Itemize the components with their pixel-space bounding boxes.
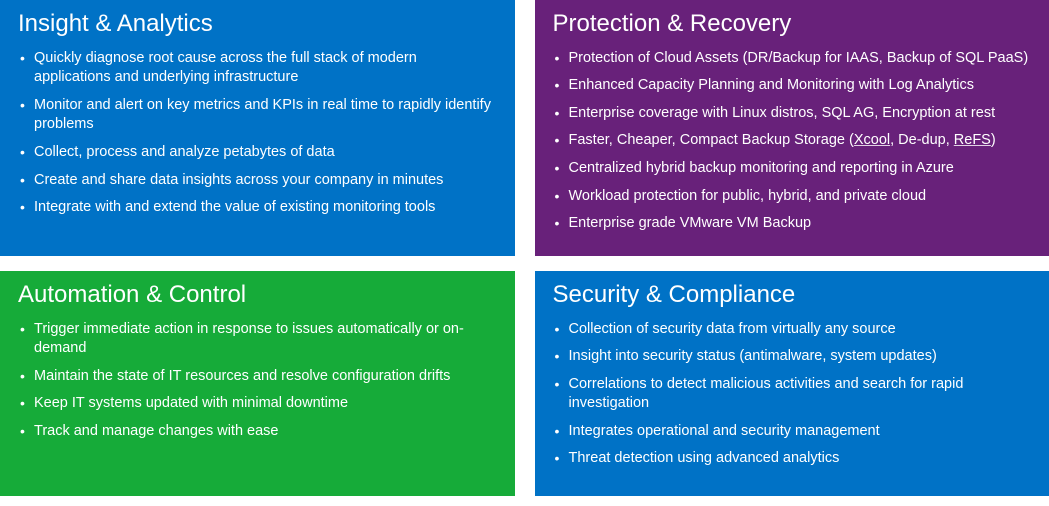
- list-item: Enhanced Capacity Planning and Monitorin…: [553, 76, 1032, 96]
- list-item: Maintain the state of IT resources and r…: [18, 367, 497, 387]
- list-item: Workload protection for public, hybrid, …: [553, 187, 1032, 207]
- list-item: Monitor and alert on key metrics and KPI…: [18, 96, 497, 135]
- list-item: Insight into security status (antimalwar…: [553, 347, 1032, 367]
- list-item: Threat detection using advanced analytic…: [553, 449, 1032, 469]
- card-title: Automation & Control: [18, 281, 497, 310]
- list-item: Enterprise coverage with Linux distros, …: [553, 104, 1032, 124]
- list-item: Keep IT systems updated with minimal dow…: [18, 394, 497, 414]
- card-protection-recovery: Protection & Recovery Protection of Clou…: [535, 0, 1049, 256]
- list-item: Create and share data insights across yo…: [18, 171, 497, 191]
- feature-grid: Insight & Analytics Quickly diagnose roo…: [0, 0, 1049, 496]
- list-item: Collection of security data from virtual…: [553, 320, 1032, 340]
- list-item: Centralized hybrid backup monitoring and…: [553, 159, 1032, 179]
- card-automation-control: Automation & Control Trigger immediate a…: [0, 271, 515, 496]
- card-security-compliance: Security & Compliance Collection of secu…: [535, 271, 1049, 496]
- card-list: Trigger immediate action in response to …: [18, 320, 497, 442]
- card-insight-analytics: Insight & Analytics Quickly diagnose roo…: [0, 0, 515, 256]
- list-item: Trigger immediate action in response to …: [18, 320, 497, 359]
- list-item: Track and manage changes with ease: [18, 422, 497, 442]
- card-list: Protection of Cloud Assets (DR/Backup fo…: [553, 49, 1032, 234]
- list-item: Enterprise grade VMware VM Backup: [553, 214, 1032, 234]
- card-title: Insight & Analytics: [18, 10, 497, 39]
- list-item: Integrate with and extend the value of e…: [18, 198, 497, 218]
- card-list: Quickly diagnose root cause across the f…: [18, 49, 497, 218]
- card-title: Protection & Recovery: [553, 10, 1032, 39]
- list-item: Quickly diagnose root cause across the f…: [18, 49, 497, 88]
- list-item: Collect, process and analyze petabytes o…: [18, 143, 497, 163]
- card-list: Collection of security data from virtual…: [553, 320, 1032, 469]
- list-item: Correlations to detect malicious activit…: [553, 375, 1032, 414]
- card-title: Security & Compliance: [553, 281, 1032, 310]
- list-item: Integrates operational and security mana…: [553, 422, 1032, 442]
- list-item: Protection of Cloud Assets (DR/Backup fo…: [553, 49, 1032, 69]
- list-item: Faster, Cheaper, Compact Backup Storage …: [553, 131, 1032, 151]
